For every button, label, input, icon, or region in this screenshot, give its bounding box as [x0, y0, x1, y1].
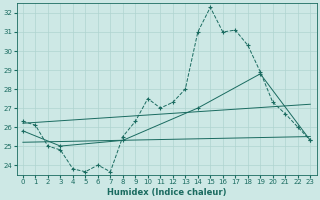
X-axis label: Humidex (Indice chaleur): Humidex (Indice chaleur): [107, 188, 226, 197]
